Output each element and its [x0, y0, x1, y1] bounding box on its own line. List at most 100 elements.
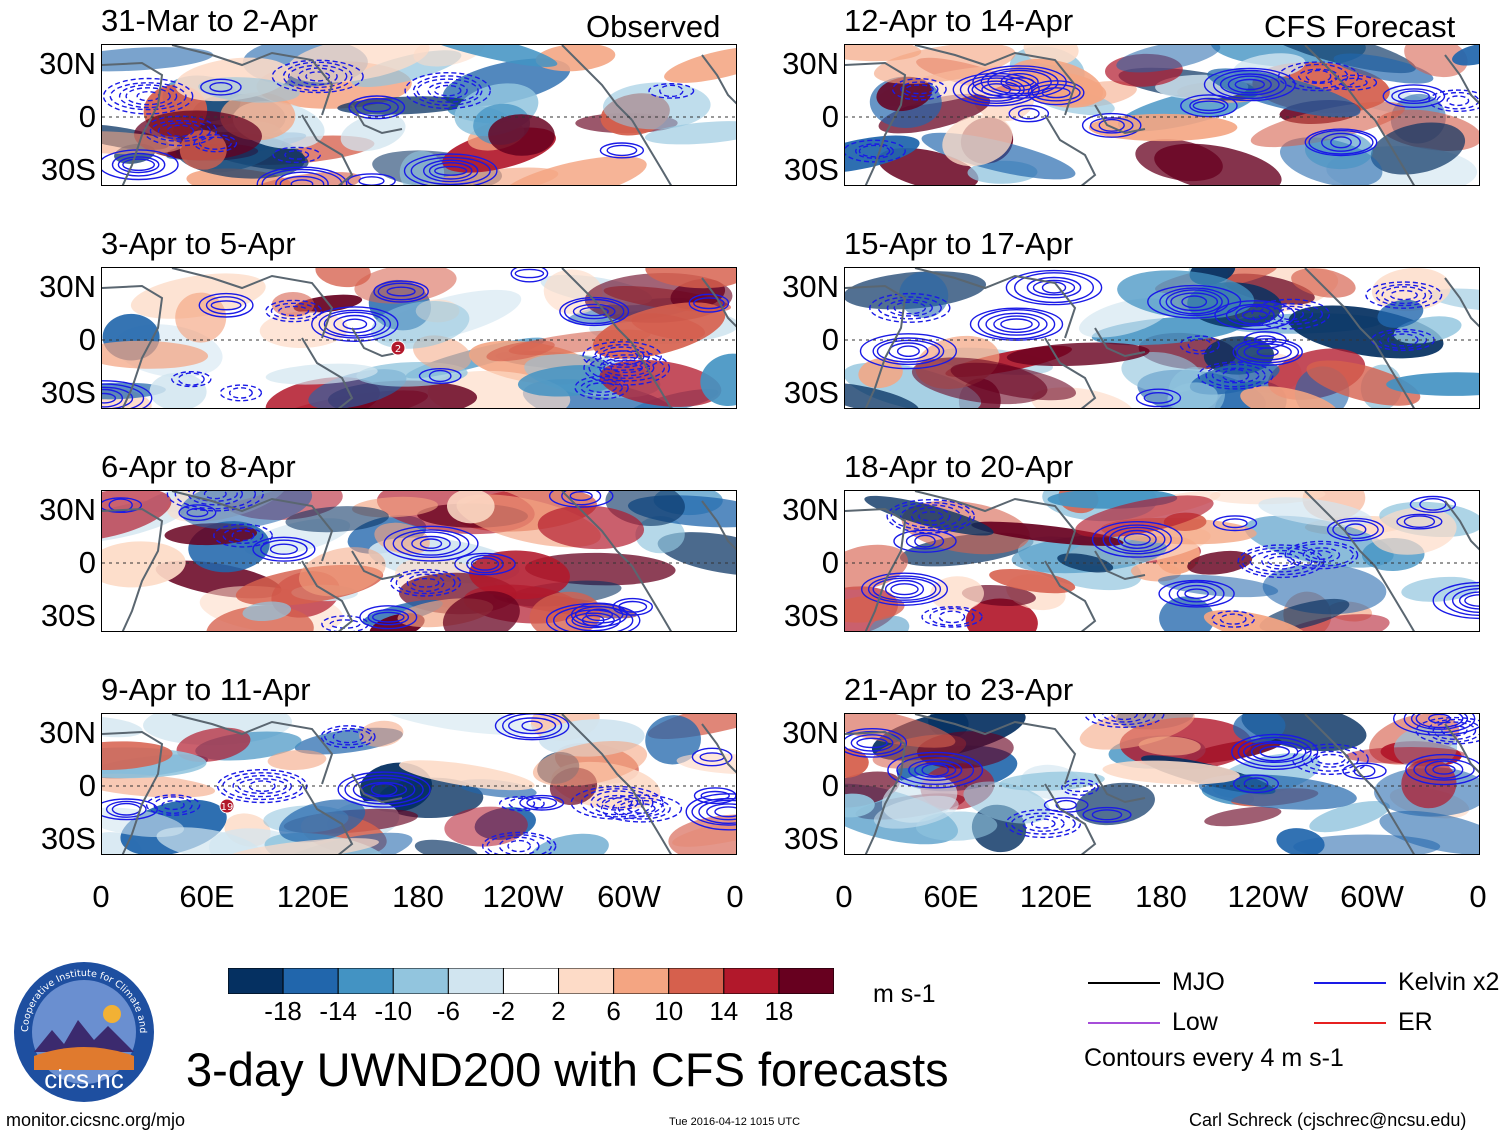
- anomaly-shading: [398, 760, 535, 791]
- kelvin-contour: [287, 64, 348, 89]
- kelvin-contour: [1419, 497, 1447, 511]
- coastline: [631, 565, 672, 631]
- lon-tick-label: 60E: [179, 879, 235, 914]
- logo-text: cics.nc: [44, 1064, 123, 1094]
- kelvin-contour: [332, 730, 364, 744]
- coastline: [1444, 277, 1479, 328]
- kelvin-contour: [377, 282, 425, 301]
- anomaly-shading: [315, 268, 371, 288]
- kelvin-contour: [404, 71, 492, 110]
- footer-url[interactable]: monitor.cicsnc.org/mjo: [6, 1110, 186, 1130]
- cfs-forecast-label: CFS Forecast: [1264, 9, 1456, 44]
- kelvin-contour: [1298, 68, 1340, 84]
- kelvin-contour: [1232, 774, 1280, 794]
- colorbar-tick-label: 10: [654, 996, 684, 1026]
- anomaly-shading: [930, 576, 984, 612]
- anomaly-shading: [265, 363, 378, 385]
- kelvin-contour: [1424, 760, 1464, 779]
- anomaly-shading: [1167, 382, 1218, 408]
- kelvin-contour: [321, 615, 369, 631]
- kelvin-contour: [574, 606, 624, 624]
- map-svg: [845, 268, 1479, 408]
- anomaly-shading: [845, 714, 956, 748]
- lat-tick-label: 30N: [39, 269, 96, 304]
- kelvin-contour: [1147, 284, 1242, 319]
- kelvin-contour: [1241, 547, 1321, 576]
- coastline: [1094, 327, 1146, 358]
- anomaly-shading: [845, 793, 875, 818]
- map-panel: [101, 490, 737, 632]
- kelvin-contour: [1409, 495, 1457, 513]
- kelvin-contour: [700, 790, 730, 801]
- kelvin-contour: [887, 751, 984, 789]
- kelvin-contour: [899, 504, 962, 529]
- kelvin-contour: [1301, 746, 1359, 772]
- anomaly-shading: [1306, 360, 1421, 406]
- observed-label: Observed: [586, 9, 721, 44]
- kelvin-contour: [105, 800, 147, 818]
- kelvin-contour: [1249, 549, 1313, 573]
- kelvin-contour: [896, 755, 975, 785]
- map-panel: [101, 44, 737, 186]
- map-svg: [102, 45, 736, 185]
- kelvin-contour: [693, 787, 736, 805]
- map-panel: 2: [101, 267, 737, 409]
- legend-label: Low: [1172, 1008, 1218, 1036]
- kelvin-contour: [187, 491, 243, 506]
- kelvin-contour: [572, 303, 616, 320]
- anomaly-shading: [286, 45, 430, 83]
- anomaly-shading: [845, 135, 920, 174]
- kelvin-contour: [845, 728, 907, 758]
- kelvin-contour: [850, 734, 894, 752]
- map-svg: [845, 491, 1479, 631]
- kelvin-contour: [585, 608, 614, 622]
- kelvin-contour: [1082, 806, 1132, 823]
- map-panel: [844, 490, 1480, 632]
- colorbar-tick-label: 14: [709, 996, 739, 1026]
- kelvin-contour: [1452, 588, 1479, 613]
- kelvin-contour: [1108, 526, 1166, 553]
- lon-tick-label: 60W: [597, 879, 661, 914]
- coastline: [1094, 550, 1146, 581]
- lat-tick-label: 30N: [39, 492, 96, 527]
- kelvin-contour: [342, 318, 368, 330]
- coastline: [631, 119, 672, 185]
- colorbar-swatch: [337, 967, 394, 995]
- kelvin-contour: [118, 84, 178, 109]
- kelvin-contour: [231, 529, 255, 542]
- kelvin-contour: [510, 268, 549, 283]
- coastline: [914, 714, 1077, 785]
- lon-tick-label: 0: [92, 879, 110, 914]
- kelvin-contour: [1397, 90, 1430, 102]
- kelvin-contour: [872, 337, 945, 366]
- lon-tick-label: 60W: [1340, 879, 1404, 914]
- kelvin-contour: [278, 305, 310, 317]
- anomaly-shading: [408, 45, 558, 67]
- coastline: [102, 61, 164, 185]
- kelvin-contour: [900, 81, 939, 98]
- lat-tick-label: 0: [78, 768, 96, 803]
- storm-label: 19: [221, 802, 234, 813]
- kelvin-contour: [1081, 112, 1142, 138]
- kelvin-contour: [1403, 515, 1436, 529]
- kelvin-contour: [320, 725, 376, 749]
- kelvin-contour: [403, 153, 498, 185]
- coastline: [701, 723, 736, 774]
- legend-line: [1088, 1022, 1160, 1024]
- legend-line: [1314, 1022, 1386, 1024]
- lat-tick-label: 30N: [39, 46, 96, 81]
- kelvin-contour: [1165, 289, 1223, 315]
- anomaly-shading: [1075, 495, 1214, 538]
- kelvin-contour: [386, 286, 416, 297]
- colorbar-swatch: [447, 967, 504, 995]
- kelvin-contour: [714, 806, 736, 818]
- anomaly-shading: [668, 814, 736, 854]
- kelvin-contour: [1010, 812, 1076, 835]
- coastline: [1304, 714, 1376, 790]
- coastline: [845, 507, 907, 631]
- panel-title: 12-Apr to 14-Apr: [844, 3, 1074, 38]
- kelvin-contour: [921, 763, 949, 777]
- kelvin-contour: [279, 175, 325, 185]
- kelvin-contour: [648, 83, 695, 99]
- kelvin-contour: [1375, 284, 1433, 307]
